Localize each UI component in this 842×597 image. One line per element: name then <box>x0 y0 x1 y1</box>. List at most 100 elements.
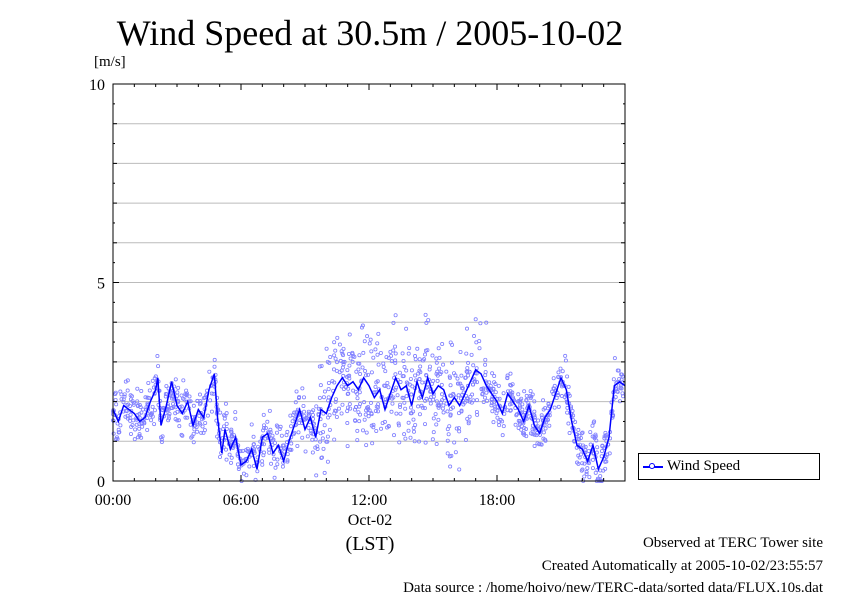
data-point <box>513 422 518 427</box>
data-point <box>361 428 366 433</box>
data-point <box>618 385 623 390</box>
data-point <box>229 460 234 465</box>
data-point <box>301 403 306 408</box>
data-point <box>497 423 502 428</box>
data-point <box>322 470 327 475</box>
data-point <box>383 369 388 374</box>
data-point <box>347 376 352 381</box>
data-point <box>428 397 433 402</box>
data-point <box>289 424 294 429</box>
data-point <box>212 364 217 369</box>
data-point <box>317 395 322 400</box>
data-point <box>350 359 355 364</box>
data-point <box>453 450 458 455</box>
chart-title: Wind Speed at 30.5m / 2005-10-02 <box>116 13 624 53</box>
data-point <box>584 469 589 474</box>
data-point <box>542 437 547 442</box>
data-point <box>116 427 121 432</box>
data-point <box>191 403 196 408</box>
data-point <box>577 433 582 438</box>
data-point <box>261 425 266 430</box>
data-point <box>466 421 471 426</box>
data-point <box>322 423 327 428</box>
data-point <box>372 390 377 395</box>
footer-site: Observed at TERC Tower site <box>642 535 823 551</box>
data-point <box>422 406 427 411</box>
data-point <box>146 380 151 385</box>
data-point <box>537 442 542 447</box>
data-point <box>284 433 289 438</box>
data-point <box>566 384 571 389</box>
data-point <box>418 364 423 369</box>
data-point <box>215 434 220 439</box>
data-point <box>341 346 346 351</box>
data-point <box>420 358 425 363</box>
data-point <box>519 396 524 401</box>
data-point <box>233 416 238 421</box>
data-point <box>247 464 252 469</box>
data-point <box>293 400 298 405</box>
data-point <box>224 411 229 416</box>
data-point <box>431 430 436 435</box>
data-point <box>385 380 390 385</box>
data-point <box>528 389 533 394</box>
data-point <box>343 385 348 390</box>
data-point <box>403 436 408 441</box>
data-point <box>289 441 294 446</box>
data-point <box>163 394 168 399</box>
data-point <box>516 425 521 430</box>
data-point <box>142 421 147 426</box>
data-point <box>384 355 389 360</box>
data-point <box>114 435 119 440</box>
data-point <box>414 378 419 383</box>
data-point <box>482 395 487 400</box>
data-point <box>180 433 185 438</box>
data-point <box>435 378 440 383</box>
data-point <box>326 415 331 420</box>
data-point <box>353 418 358 423</box>
data-point <box>393 360 398 365</box>
data-point <box>261 442 266 447</box>
data-point <box>297 394 302 399</box>
data-point <box>467 399 472 404</box>
data-point <box>368 400 373 405</box>
data-point <box>434 422 439 427</box>
data-point <box>371 425 376 430</box>
data-point <box>118 423 123 428</box>
grid-lines <box>113 123 625 442</box>
data-point <box>417 439 422 444</box>
data-point <box>501 391 506 396</box>
data-point <box>581 443 586 448</box>
data-point <box>406 428 411 433</box>
data-point <box>431 416 436 421</box>
data-point <box>332 340 337 345</box>
data-point <box>461 402 466 407</box>
data-point <box>358 402 363 407</box>
data-point <box>602 436 607 441</box>
data-point <box>131 402 136 407</box>
data-point <box>444 369 449 374</box>
data-point <box>370 441 375 446</box>
data-point <box>523 426 528 431</box>
data-point <box>446 432 451 437</box>
data-point <box>348 356 353 361</box>
data-point <box>152 408 157 413</box>
data-point <box>490 397 495 402</box>
data-point <box>545 417 550 422</box>
data-point <box>347 402 352 407</box>
data-point <box>407 346 412 351</box>
data-point <box>516 392 521 397</box>
data-point <box>369 412 374 417</box>
data-point <box>448 464 453 469</box>
data-point <box>520 407 525 412</box>
data-point <box>173 377 178 382</box>
data-point <box>505 376 510 381</box>
data-point <box>177 424 182 429</box>
data-point <box>507 402 512 407</box>
data-point <box>224 427 229 432</box>
data-point <box>440 342 445 347</box>
data-point <box>565 410 570 415</box>
data-point <box>273 465 278 470</box>
data-point <box>317 364 322 369</box>
